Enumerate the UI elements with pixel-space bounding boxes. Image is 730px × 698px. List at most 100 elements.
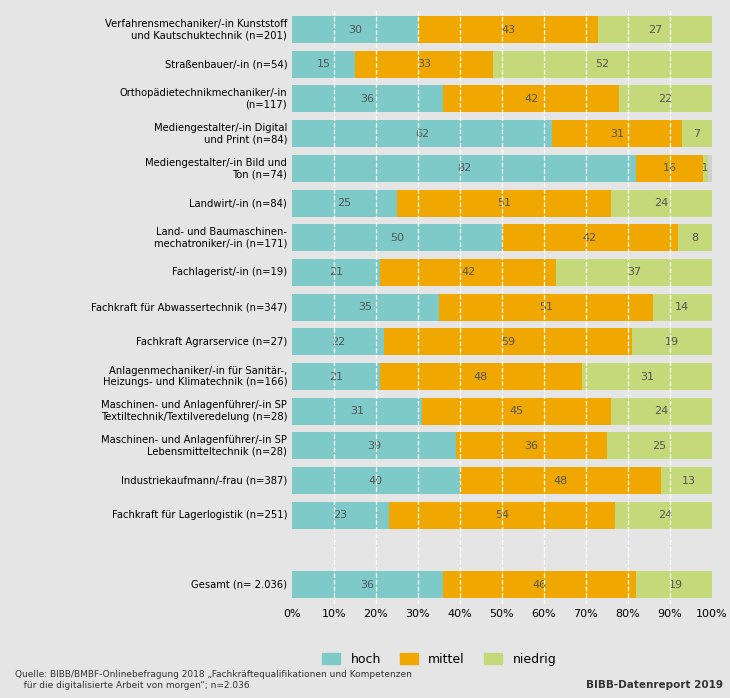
Text: 35: 35	[358, 302, 372, 312]
Text: 31: 31	[610, 128, 624, 139]
Bar	[636, 155, 703, 182]
Text: 16: 16	[663, 163, 677, 173]
Bar	[292, 432, 456, 459]
Bar	[292, 120, 712, 147]
Bar	[292, 398, 712, 425]
Text: 13: 13	[682, 475, 696, 486]
Text: 37: 37	[627, 267, 641, 277]
Bar	[502, 224, 678, 251]
Bar	[611, 398, 712, 425]
Bar	[678, 224, 712, 251]
Text: 25: 25	[652, 441, 666, 451]
Bar	[292, 51, 355, 77]
Text: 48: 48	[474, 371, 488, 382]
Text: 46: 46	[533, 579, 547, 590]
Bar	[388, 502, 615, 529]
Bar	[443, 571, 636, 598]
Bar	[292, 432, 712, 459]
Bar	[292, 259, 380, 286]
Text: 51: 51	[539, 302, 553, 312]
Text: 19: 19	[669, 579, 683, 590]
Text: 7: 7	[694, 128, 701, 139]
Bar	[556, 259, 712, 286]
Bar	[632, 328, 712, 355]
Bar	[636, 571, 716, 598]
Bar	[292, 51, 712, 77]
Bar	[704, 155, 707, 182]
Bar	[439, 294, 653, 320]
Bar	[619, 85, 712, 112]
Text: 51: 51	[497, 198, 511, 208]
Bar	[355, 51, 493, 77]
Bar	[380, 363, 582, 390]
Text: 22: 22	[331, 337, 345, 347]
Text: 36: 36	[361, 579, 374, 590]
Bar	[292, 571, 443, 598]
Text: 59: 59	[501, 337, 515, 347]
Bar	[292, 155, 712, 182]
Text: 30: 30	[348, 24, 362, 35]
Bar	[553, 120, 683, 147]
Text: 54: 54	[495, 510, 509, 520]
Text: 42: 42	[461, 267, 475, 277]
Text: 39: 39	[366, 441, 381, 451]
Text: 19: 19	[665, 337, 679, 347]
Text: BIBB-Datenreport 2019: BIBB-Datenreport 2019	[585, 680, 723, 690]
Text: 50: 50	[390, 232, 404, 243]
Text: 14: 14	[675, 302, 689, 312]
Text: 31: 31	[350, 406, 364, 416]
Text: 40: 40	[369, 475, 383, 486]
Bar	[292, 502, 712, 529]
Bar	[443, 85, 619, 112]
Bar	[292, 398, 422, 425]
Bar	[615, 502, 716, 529]
Text: 62: 62	[415, 128, 429, 139]
Bar	[607, 432, 712, 459]
Text: 45: 45	[510, 406, 523, 416]
Text: 43: 43	[501, 24, 515, 35]
Bar	[292, 328, 385, 355]
Text: 31: 31	[639, 371, 653, 382]
Bar	[292, 224, 502, 251]
Bar	[292, 467, 712, 494]
Bar	[292, 467, 460, 494]
Bar	[292, 85, 712, 112]
Bar	[456, 432, 607, 459]
Bar	[292, 189, 397, 216]
Bar	[292, 155, 636, 182]
Bar	[292, 363, 380, 390]
Bar	[611, 189, 712, 216]
Text: 24: 24	[654, 406, 669, 416]
Text: 22: 22	[658, 94, 673, 104]
Bar	[292, 259, 712, 286]
Text: 15: 15	[317, 59, 331, 69]
Bar	[653, 294, 712, 320]
Bar	[460, 467, 661, 494]
Text: 27: 27	[648, 24, 662, 35]
Text: Quelle: BIBB/BMBF-Onlinebefragung 2018 „Fachkräftequalifikationen und Kompetenze: Quelle: BIBB/BMBF-Onlinebefragung 2018 „…	[15, 670, 412, 690]
Legend: hoch, mittel, niedrig: hoch, mittel, niedrig	[322, 653, 556, 666]
Text: 24: 24	[658, 510, 673, 520]
Text: 24: 24	[654, 198, 669, 208]
Text: 82: 82	[457, 163, 472, 173]
Bar	[292, 224, 712, 251]
Text: 21: 21	[329, 371, 343, 382]
Text: 33: 33	[418, 59, 431, 69]
Bar	[661, 467, 716, 494]
Text: 21: 21	[329, 267, 343, 277]
Bar	[397, 189, 611, 216]
Bar	[292, 120, 553, 147]
Bar	[292, 16, 418, 43]
Text: 8: 8	[691, 232, 699, 243]
Bar	[292, 189, 712, 216]
Bar	[292, 363, 712, 390]
Bar	[683, 120, 712, 147]
Bar	[292, 328, 712, 355]
Bar	[380, 259, 556, 286]
Bar	[418, 16, 599, 43]
Bar	[599, 16, 712, 43]
Bar	[292, 294, 712, 320]
Bar	[385, 328, 632, 355]
Text: 42: 42	[524, 94, 539, 104]
Text: 36: 36	[361, 94, 374, 104]
